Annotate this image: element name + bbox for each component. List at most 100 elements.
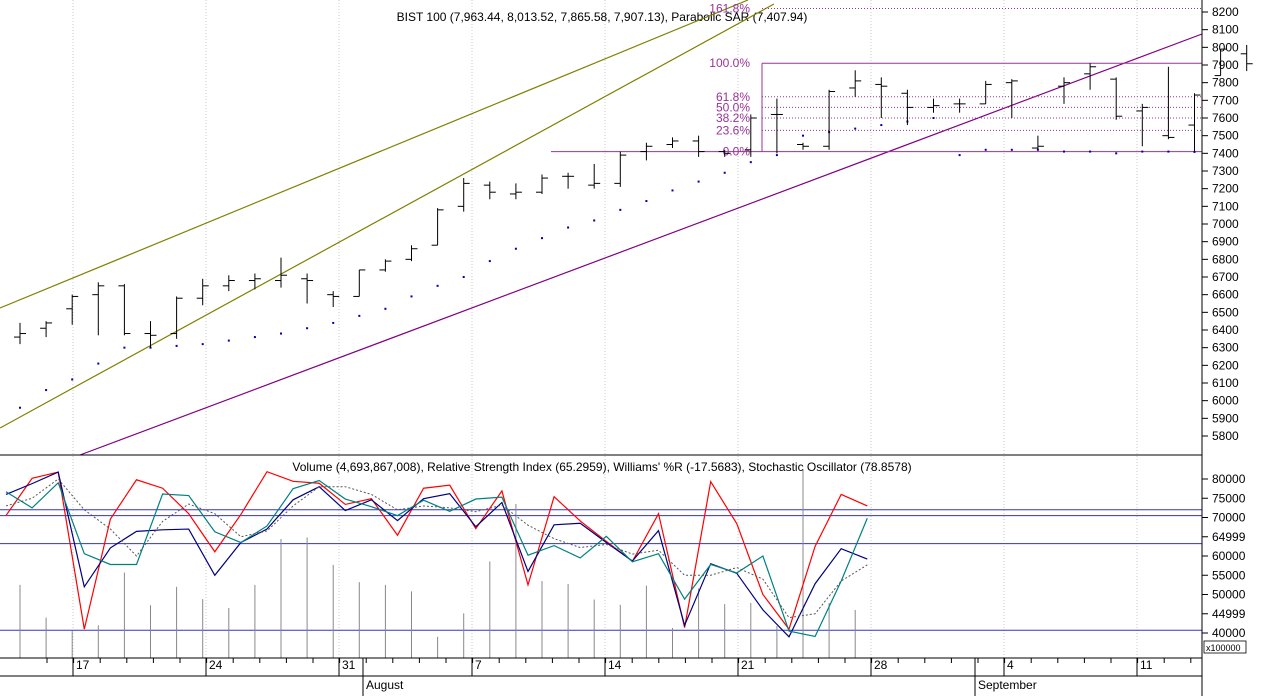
price-axis-label: 6100 xyxy=(1212,376,1239,390)
price-axis-label: 7200 xyxy=(1212,182,1239,196)
ohlc-bar xyxy=(196,278,209,306)
ohlc-bar xyxy=(222,275,235,292)
sar-dot xyxy=(1089,150,1092,153)
ohlc-bar xyxy=(1058,77,1070,104)
fibonacci-retracement: 161.8%100.0%61.8%50.0%38.2%23.6%0.0% xyxy=(551,1,1202,159)
ohlc-bar xyxy=(744,114,757,157)
price-axis-label: 6500 xyxy=(1212,305,1239,319)
sar-dot xyxy=(1115,152,1118,155)
indicator-axis-label: 50000 xyxy=(1212,588,1246,602)
sar-dot xyxy=(436,284,439,287)
ohlc-bar xyxy=(483,181,496,200)
indicator-axis: 80000 75000 70000 64999 60000 55000 50000 44999… xyxy=(1202,472,1247,654)
fibonacci-level-label: 50.0% xyxy=(716,100,750,114)
price-axis-label: 5900 xyxy=(1212,411,1239,425)
price-axis-label: 7700 xyxy=(1212,93,1239,107)
ohlc-bar xyxy=(275,257,287,288)
indicator-axis-label: 70000 xyxy=(1212,511,1246,525)
price-axis-label: 6000 xyxy=(1212,394,1239,408)
time-axis-label: 28 xyxy=(874,658,888,672)
indicator-panel: Volume (4,693,867,008), Relative Strengt… xyxy=(0,460,1247,658)
ohlc-bar xyxy=(1188,93,1201,152)
indicator-axis-label: 60000 xyxy=(1212,549,1246,563)
time-axis-label: 31 xyxy=(342,658,356,672)
ohlc-bar xyxy=(66,294,79,325)
sar-dot xyxy=(671,189,674,192)
ohlc-bar xyxy=(1031,135,1044,150)
sar-dot xyxy=(71,378,74,381)
sar-dot xyxy=(253,336,256,339)
price-axis-label: 8200 xyxy=(1212,5,1239,19)
time-axis-label: 7 xyxy=(475,658,482,672)
indicator-axis-label: 80000 xyxy=(1212,472,1246,486)
ohlc-bar xyxy=(353,269,366,297)
fibonacci-level-label: 161.8% xyxy=(709,1,750,15)
fibonacci-level-label: 38.2% xyxy=(716,111,750,125)
ohlc-bar xyxy=(875,77,888,118)
price-axis-label: 6900 xyxy=(1212,235,1239,249)
indicator-axis-label: 75000 xyxy=(1212,491,1246,505)
sar-dot xyxy=(775,154,778,157)
ohlc-bar xyxy=(692,135,705,157)
ohlc-bar xyxy=(144,321,157,348)
price-axis-label: 8100 xyxy=(1212,23,1239,37)
sar-dot xyxy=(723,171,726,174)
ohlc-bar xyxy=(536,174,548,194)
fibonacci-level-label: 100.0% xyxy=(709,56,750,70)
ohlc-bar xyxy=(1084,63,1097,90)
sar-dot xyxy=(280,332,282,335)
price-panel: BIST 100 (7,963.44, 8,013.52, 7,865.58, … xyxy=(0,0,1253,456)
ohlc-bar xyxy=(588,163,601,189)
ohlc-bar xyxy=(927,98,940,113)
sar-dot xyxy=(97,362,100,365)
price-axis-label: 6300 xyxy=(1212,341,1239,355)
sar-dot xyxy=(1141,150,1144,153)
ohlc-bars xyxy=(14,44,1253,348)
ohlc-bar xyxy=(770,98,783,154)
ohlc-bar xyxy=(457,178,470,212)
sar-dot xyxy=(593,219,596,222)
upper-channel-line xyxy=(0,0,749,309)
sar-dot xyxy=(358,314,361,317)
sar-dot xyxy=(619,208,622,211)
sar-dot xyxy=(984,148,987,151)
fibonacci-level-label: 61.8% xyxy=(716,90,750,104)
volume-bars xyxy=(19,469,856,658)
price-axis-label: 7300 xyxy=(1212,164,1239,178)
indicator-series-line xyxy=(5,478,868,619)
sar-dot xyxy=(567,226,570,229)
lower-channel-line xyxy=(0,3,775,429)
time-axis-label: 11 xyxy=(1140,658,1153,672)
price-axis-label: 7400 xyxy=(1212,146,1239,160)
price-axis-label: 5800 xyxy=(1212,429,1239,443)
indicator-series-line xyxy=(5,479,868,638)
ohlc-bar xyxy=(666,137,679,149)
ohlc-bar xyxy=(823,89,836,150)
sar-dot xyxy=(201,343,204,346)
time-axis-label: 4 xyxy=(1007,658,1014,672)
sar-dot xyxy=(227,339,230,342)
price-axis-label: 7000 xyxy=(1212,217,1239,231)
fibonacci-level-label: 23.6% xyxy=(716,123,750,137)
ohlc-bar xyxy=(170,296,183,339)
sar-dot xyxy=(462,276,465,278)
sar-dot xyxy=(1193,150,1196,153)
ohlc-bar xyxy=(718,149,731,157)
sar-dot xyxy=(410,295,413,298)
support-trendline xyxy=(79,33,1203,456)
indicator-series xyxy=(5,470,868,638)
ohlc-bar xyxy=(248,273,261,290)
sar-dot xyxy=(880,124,883,127)
sar-dot xyxy=(123,346,126,349)
price-axis-label: 8000 xyxy=(1212,40,1239,54)
trendlines xyxy=(0,0,1203,456)
ohlc-bar xyxy=(118,284,131,336)
sar-dot xyxy=(854,127,857,130)
ohlc-bar xyxy=(1162,66,1175,140)
time-axis-label: 21 xyxy=(741,658,755,672)
ohlc-bar xyxy=(1214,48,1227,77)
ohlc-bar xyxy=(979,80,992,105)
ohlc-bar xyxy=(1136,103,1149,147)
ohlc-bar xyxy=(14,322,26,345)
sar-dot xyxy=(749,161,752,164)
